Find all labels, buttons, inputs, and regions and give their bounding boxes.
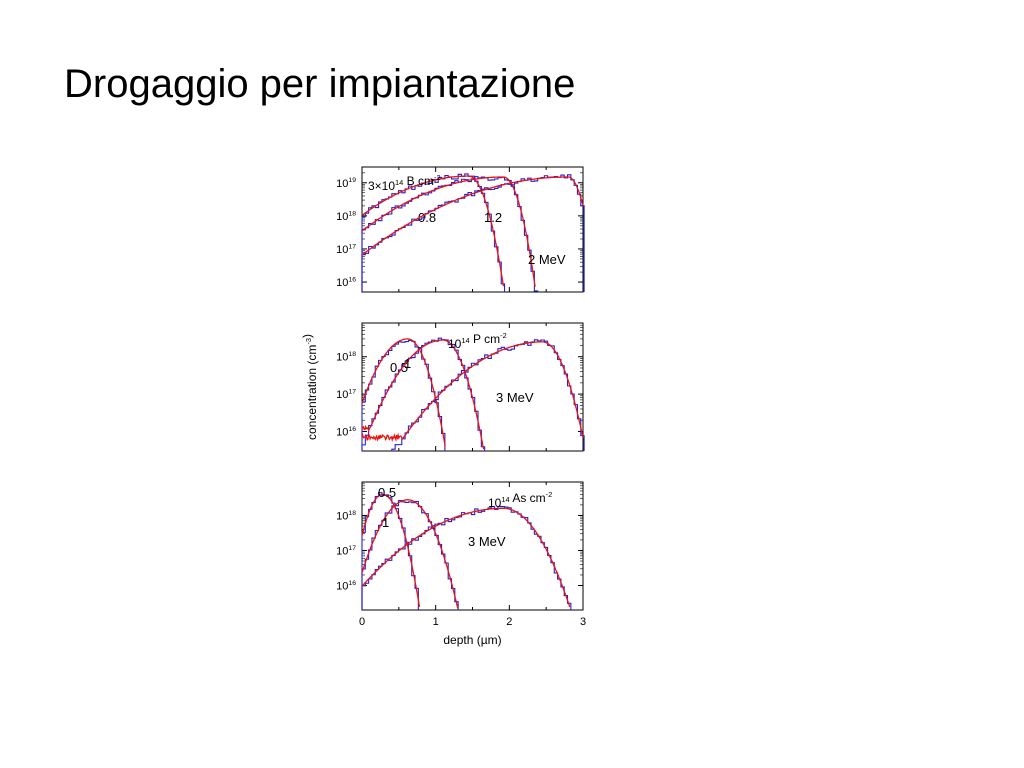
y-tick-label-part: 10: [336, 211, 348, 223]
simulated-profile-2: [361, 174, 585, 292]
x-tick-label: 2: [506, 616, 512, 628]
y-tick-label-part: 10: [336, 581, 348, 593]
dose-annotation-exp: -2: [434, 173, 441, 182]
y-tick-label: 1017: [336, 388, 356, 401]
y-tick-label-exp: 18: [348, 351, 356, 358]
series-label: 0.5: [378, 485, 396, 500]
y-tick-label-part: 10: [336, 352, 348, 364]
y-tick-label-exp: 17: [348, 243, 356, 250]
x-tick-label: 3: [580, 616, 586, 628]
y-tick-label: 1018: [336, 210, 356, 223]
y-tick-label-part: 10: [336, 426, 348, 438]
y-axis-label-part: ): [300, 334, 314, 338]
series-label: 0.5: [390, 360, 408, 375]
measured-profile-2: [361, 341, 584, 443]
series-label: 3 MeV: [468, 534, 506, 549]
y-tick-label: 1016: [336, 276, 356, 289]
simulated-profile-1: [361, 176, 539, 292]
y-tick-label-exp: 18: [348, 210, 356, 217]
simulated-profile-1: [361, 337, 486, 451]
dose-annotation-part: As cm: [510, 491, 546, 505]
y-tick-label: 1018: [336, 510, 356, 523]
x-tick-label: 1: [433, 616, 439, 628]
y-tick-label-part: 10: [336, 244, 348, 256]
measured-profile-2: [361, 507, 571, 608]
y-tick-label-exp: 17: [348, 545, 356, 552]
y-tick-label-exp: 17: [348, 388, 356, 395]
measured-profile-0: [361, 493, 421, 608]
y-tick-label-exp: 16: [348, 426, 356, 433]
measured-profile-2: [361, 176, 584, 256]
series-label: 1.2: [484, 210, 502, 225]
series-label: 1: [404, 356, 411, 371]
dose-annotation-part: P cm: [470, 332, 500, 346]
y-tick-label: 1016: [336, 580, 356, 593]
dose-annotation-part: B cm: [403, 174, 434, 188]
dose-annotation-exp: 14: [501, 495, 509, 504]
y-tick-label-exp: 16: [348, 276, 356, 283]
y-tick-label-part: 10: [336, 510, 348, 522]
measured-profile-0: [361, 175, 505, 287]
measured-profile-1: [361, 176, 536, 287]
dose-annotation-exp: -2: [500, 331, 507, 340]
slide-title: Drogaggio per impiantazione: [64, 62, 576, 106]
x-tick-label: 0: [359, 616, 365, 628]
y-tick-label: 1019: [336, 177, 356, 190]
dose-annotation-exp: -2: [546, 490, 553, 499]
dose-annotation: 3×1014 B cm-2: [368, 173, 441, 193]
simulated-profile-0: [361, 492, 419, 610]
y-tick-label-exp: 19: [348, 177, 356, 184]
y-tick-label-part: 10: [336, 178, 348, 190]
measured-profile-1: [361, 339, 485, 450]
dose-annotation-exp: 14: [461, 336, 469, 345]
y-axis-label: concentration (cm-3): [300, 334, 319, 440]
measured-profile-0: [361, 338, 446, 447]
y-tick-label: 1017: [336, 243, 356, 256]
series-label: 1: [382, 515, 389, 530]
series-label: 2 MeV: [528, 252, 566, 267]
y-tick-label: 1017: [336, 545, 356, 558]
y-axis-label-part: concentration (cm: [305, 345, 319, 440]
measured-profile-1: [361, 499, 459, 609]
x-axis-label: depth (µm): [443, 633, 501, 647]
y-tick-label: 1018: [336, 351, 356, 364]
dose-annotation-part: 10: [448, 337, 462, 351]
series-label: 0.8: [418, 210, 436, 225]
y-tick-label-exp: 16: [348, 580, 356, 587]
y-axis-label-exp: -3: [304, 338, 313, 345]
y-tick-label-part: 10: [336, 389, 348, 401]
dose-annotation-part: 10: [488, 496, 502, 510]
y-tick-label-exp: 18: [348, 510, 356, 517]
dose-annotation: 1014 P cm-2: [448, 331, 507, 351]
dose-annotation-part: 3×10: [368, 179, 395, 193]
series-label: 3 MeV: [496, 390, 534, 405]
dose-annotation-exp: 14: [395, 178, 403, 187]
y-tick-label-part: 10: [336, 277, 348, 289]
y-tick-label-part: 10: [336, 545, 348, 557]
dose-annotation: 1014 As cm-2: [488, 490, 552, 510]
y-tick-label: 1016: [336, 426, 356, 439]
simulated-profile-2: [361, 505, 572, 610]
